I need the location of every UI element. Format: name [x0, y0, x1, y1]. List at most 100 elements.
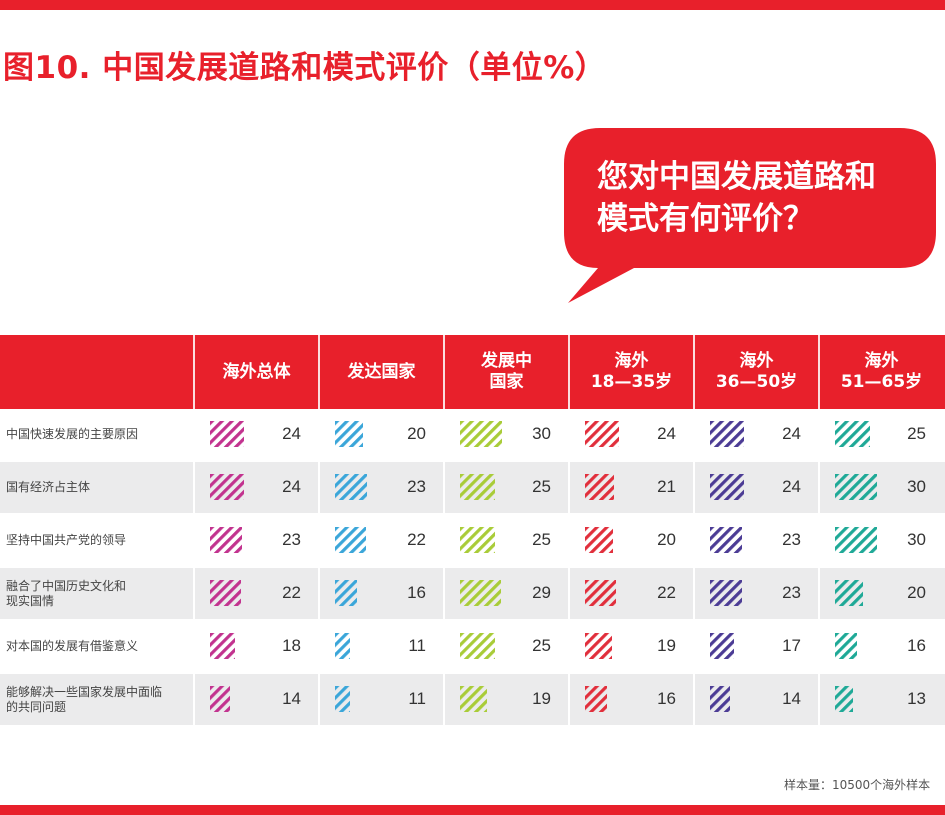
value-bar-fill: [585, 421, 619, 447]
value-bar: [210, 633, 235, 659]
column-header: 海外 18—35岁: [569, 335, 694, 409]
value-label: 23: [782, 583, 801, 602]
value-label: 23: [407, 477, 426, 496]
column-header-line: 36—50岁: [715, 372, 798, 392]
value-label: 20: [657, 530, 676, 549]
question-text: 您对中国发展道路和 模式有何评价？: [597, 156, 932, 240]
value-bar: [460, 686, 487, 712]
column-header-line: 发达国家: [347, 361, 416, 382]
value-label: 24: [657, 424, 676, 443]
value-label: 19: [532, 689, 551, 708]
question-line-1: 您对中国发展道路和: [597, 159, 876, 195]
value-bar: [210, 474, 244, 500]
column-divider: [193, 409, 195, 725]
column-header-line: 18—35岁: [590, 372, 673, 392]
value-bar: [710, 686, 730, 712]
value-label: 23: [782, 530, 801, 549]
sample-size-note: 样本量：10500个海外样本: [784, 778, 931, 792]
value-bar: [460, 527, 495, 553]
value-bar-fill: [210, 474, 244, 500]
value-label: 30: [907, 530, 926, 549]
row-label-line: 能够解决一些国家发展中面临: [6, 684, 163, 699]
value-bar: [335, 527, 366, 553]
value-bar-fill: [835, 527, 877, 553]
value-label: 23: [282, 530, 301, 549]
value-label: 24: [782, 477, 801, 496]
value-bar: [835, 527, 877, 553]
value-bar: [835, 421, 870, 447]
chart-title: 图10. 中国发展道路和模式评价（单位%）: [3, 50, 607, 86]
value-bar: [710, 421, 744, 447]
column-header: 海外总体: [194, 335, 319, 409]
row-label-line: 现实国情: [6, 593, 55, 608]
value-bar-fill: [710, 633, 734, 659]
row-label-line: 国有经济占主体: [6, 480, 91, 494]
value-label: 25: [532, 530, 551, 549]
value-bar: [335, 474, 367, 500]
value-bar-fill: [335, 633, 350, 659]
column-divider: [693, 409, 695, 725]
value-bar-fill: [835, 474, 877, 500]
value-bar-fill: [210, 527, 242, 553]
value-bar: [835, 474, 877, 500]
header-divider: [693, 335, 695, 409]
value-bar-fill: [335, 580, 357, 606]
value-bar: [460, 474, 495, 500]
header-divider: [193, 335, 195, 409]
value-bar-fill: [335, 421, 363, 447]
value-bar: [585, 633, 612, 659]
value-bar-fill: [335, 527, 366, 553]
value-bar: [585, 474, 614, 500]
column-header-line: 海外: [864, 351, 899, 371]
value-label: 25: [907, 424, 926, 443]
value-bar: [585, 686, 607, 712]
value-bar-fill: [835, 633, 857, 659]
value-bar-fill: [460, 580, 501, 606]
value-bar: [835, 633, 857, 659]
table-row: 能够解决一些国家发展中面临 的共同问题 14 11 19 16 14 13: [0, 674, 945, 725]
value-label: 25: [532, 477, 551, 496]
row-label-line: 中国快速发展的主要原因: [6, 427, 139, 441]
value-label: 25: [532, 636, 551, 655]
column-header: 海外 36—50岁: [694, 335, 819, 409]
value-bar-fill: [710, 580, 742, 606]
column-divider: [318, 409, 320, 725]
value-bar: [585, 421, 619, 447]
value-bar: [710, 474, 744, 500]
column-header: 海外 51—65岁: [819, 335, 944, 409]
value-label: 14: [782, 689, 801, 708]
value-bar-fill: [585, 474, 614, 500]
row-label-line: 坚持中国共产党的领导: [6, 533, 127, 547]
value-bar-fill: [710, 686, 730, 712]
value-bar-fill: [710, 421, 744, 447]
value-label: 24: [782, 424, 801, 443]
value-bar-fill: [835, 421, 870, 447]
value-bar-fill: [335, 474, 367, 500]
value-label: 16: [657, 689, 676, 708]
column-header-line: 海外总体: [222, 361, 291, 382]
header-divider: [318, 335, 320, 409]
value-label: 11: [408, 636, 426, 655]
value-bar: [710, 527, 742, 553]
value-bar-fill: [210, 421, 244, 447]
value-bar: [835, 686, 853, 712]
value-bar: [335, 580, 357, 606]
bottom-accent-bar: [0, 805, 945, 815]
value-bar: [710, 580, 742, 606]
value-label: 16: [907, 636, 926, 655]
value-label: 22: [282, 583, 301, 602]
value-bar: [210, 421, 244, 447]
table-row: 坚持中国共产党的领导 23 22 25 20 23 30: [0, 515, 945, 566]
header-divider: [443, 335, 445, 409]
value-label: 18: [282, 636, 301, 655]
column-divider: [568, 409, 570, 725]
value-bar-fill: [585, 527, 613, 553]
value-bar: [335, 686, 350, 712]
value-bar-fill: [460, 686, 487, 712]
table-row: 对本国的发展有借鉴意义 18 11 25 19 17 16: [0, 621, 945, 672]
row-label: 坚持中国共产党的领导: [6, 515, 188, 566]
value-bar: [210, 686, 230, 712]
header-divider: [818, 335, 820, 409]
value-bar: [210, 580, 241, 606]
question-line-2: 模式有何评价？: [597, 201, 814, 237]
